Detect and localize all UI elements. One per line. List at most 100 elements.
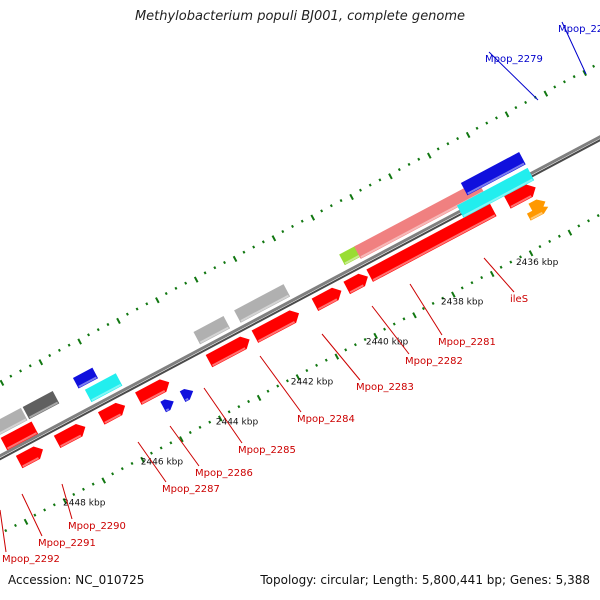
gene-feature-cds-highlight	[211, 347, 246, 367]
scale-tick-inner	[320, 209, 324, 213]
scale-tick-inner	[543, 90, 549, 97]
scale-tick-inner	[38, 359, 44, 366]
scale-tick-outer	[266, 389, 270, 393]
backbone-outer	[0, 139, 600, 461]
scale-tick-outer	[344, 348, 348, 352]
scale-tick-outer	[217, 415, 223, 422]
gene-feature-cds-highlight	[60, 434, 82, 448]
scale-tick-inner	[57, 348, 61, 352]
scale-tick-outer	[421, 306, 425, 311]
gene-label: Mpop_2286	[195, 468, 253, 479]
scale-tick-inner	[300, 219, 304, 223]
gene-feature-cds-highlight	[372, 214, 496, 281]
scale-tick-outer	[538, 245, 542, 249]
scale-tick-inner	[252, 245, 256, 249]
scale-tick-outer	[383, 327, 387, 331]
gene-feature-cog_orange-highlight	[530, 211, 543, 220]
scale-tick-outer	[519, 255, 522, 259]
scale-tick-inner	[388, 173, 393, 180]
scale-tick-inner	[19, 369, 23, 373]
gene-label: Mpop_2285	[238, 445, 296, 456]
scale-tick-outer	[208, 420, 212, 424]
gene-feature-cds-highlight	[510, 195, 532, 208]
scale-tick-inner	[261, 240, 265, 244]
gene-feature-cds-highlight	[6, 432, 38, 450]
gene-feature-cog_dark-highlight	[28, 401, 59, 419]
gene-feature-cds	[504, 184, 536, 209]
scale-label: 2446 kbp	[141, 457, 184, 467]
scale-tick-outer	[62, 498, 68, 505]
gene-feature-cog_gray	[0, 407, 28, 435]
scale-tick-outer	[431, 301, 435, 305]
scale-tick-inner	[378, 178, 382, 182]
gene-feature-cds-highlight	[349, 284, 364, 294]
scale-tick-outer	[4, 529, 8, 533]
scale-tick-inner	[203, 271, 207, 275]
scale-tick-outer	[499, 265, 503, 269]
scale-tick-inner	[494, 116, 498, 120]
scale-tick-inner	[368, 183, 372, 187]
scale-label: 2448 kbp	[63, 499, 106, 509]
scale-tick-inner	[106, 322, 110, 327]
gene-feature-cog_dark	[22, 390, 60, 420]
scale-tick-inner	[125, 312, 129, 316]
scale-tick-outer	[353, 343, 357, 347]
gene-feature-cds	[251, 310, 300, 343]
scale-tick-outer	[363, 337, 367, 342]
scale-tick-inner	[9, 374, 13, 378]
scale-tick-inner	[572, 75, 576, 79]
gene-feature-cds-highlight	[104, 413, 122, 424]
scale-tick-outer	[402, 317, 406, 321]
scale-tick-outer	[315, 363, 319, 367]
gene-label: Mpop_2283	[356, 382, 414, 393]
scale-tick-inner	[456, 137, 460, 141]
scale-tick-outer	[14, 523, 17, 528]
gene-leader-line	[483, 257, 515, 293]
gene-label: Mpop_2282	[405, 356, 463, 367]
gene-feature-cog_cyan-highlight	[91, 383, 122, 402]
scale-tick-inner	[116, 317, 121, 325]
scale-tick-outer	[120, 467, 124, 471]
scale-tick-outer	[72, 492, 76, 497]
scale-tick-outer	[179, 436, 184, 443]
scale-tick-inner	[213, 266, 217, 270]
scale-tick-inner	[96, 328, 100, 332]
scale-tick-outer	[91, 482, 95, 486]
scale-tick-inner	[87, 333, 91, 337]
map-title: Methylobacterium populi BJ001, complete …	[134, 9, 466, 24]
gene-feature-cds	[205, 336, 250, 368]
gene-leader-line	[203, 387, 243, 444]
gene-label: Mpop_2279	[485, 54, 543, 65]
gene-feature-cog_blue-highlight	[467, 162, 525, 195]
scale-tick-outer	[198, 425, 202, 429]
scale-tick-outer	[33, 513, 37, 517]
scale-tick-inner	[281, 229, 285, 234]
gene-feature-cds	[135, 379, 170, 405]
scale-label: 2436 kbp	[516, 258, 559, 268]
scale-tick-outer	[577, 224, 581, 228]
scale-tick-inner	[475, 126, 479, 130]
scale-tick-outer	[285, 379, 289, 383]
gene-leader-line	[409, 283, 443, 336]
scale-tick-outer	[412, 312, 417, 319]
scale-tick-inner	[359, 188, 362, 192]
gene-leader-line	[561, 21, 587, 75]
scale-tick-inner	[135, 307, 139, 311]
gene-feature-cds	[343, 273, 368, 295]
scale-tick-outer	[23, 518, 29, 525]
scale-tick-outer	[111, 472, 115, 476]
scale-tick-outer	[247, 399, 251, 404]
gene-label: Mpop_2292	[2, 554, 60, 565]
scale-tick-outer	[295, 374, 301, 381]
gene-leader-line	[137, 441, 167, 483]
genome-summary: Topology: circular; Length: 5,800,441 bp…	[260, 573, 590, 587]
scale-tick-outer	[470, 281, 474, 285]
gene-label: Mpop_2278	[558, 24, 600, 35]
scale-tick-inner	[446, 142, 450, 146]
scale-label: 2444 kbp	[216, 417, 259, 427]
scale-tick-outer	[557, 234, 561, 238]
gene-feature-cog_blue	[160, 399, 174, 413]
gene-feature-cog_blue	[72, 367, 99, 389]
